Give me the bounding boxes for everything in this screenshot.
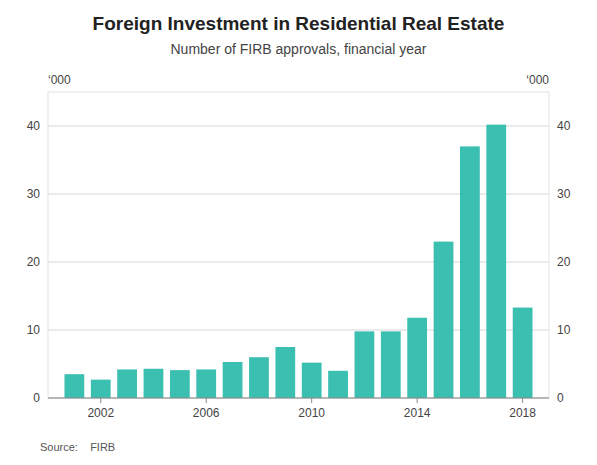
plot-frame <box>48 92 549 398</box>
x-tick-label: 2014 <box>404 406 431 420</box>
y2-tick-label: 40 <box>557 119 571 133</box>
y2-tick-label: 0 <box>557 391 564 405</box>
bar <box>355 331 375 398</box>
bar <box>407 318 427 398</box>
grid-line <box>48 126 549 127</box>
y-tick-label: 20 <box>27 255 41 269</box>
title: Foreign Investment in Residential Real E… <box>93 13 505 34</box>
x-tick-label: 2006 <box>193 406 220 420</box>
bar <box>170 370 190 398</box>
bars <box>64 125 532 398</box>
bar <box>249 357 269 398</box>
bar <box>486 125 506 398</box>
y-tick-label: 10 <box>27 323 41 337</box>
bar <box>91 380 111 398</box>
bar <box>223 362 243 398</box>
x-tick <box>417 398 418 403</box>
x-tick <box>100 398 101 403</box>
x-tick <box>311 398 312 403</box>
y-tick-label: 0 <box>33 391 40 405</box>
chart: Foreign Investment in Residential Real E… <box>0 0 597 465</box>
bar <box>275 347 295 398</box>
x-tick-label: 2002 <box>87 406 114 420</box>
bar <box>434 242 454 398</box>
y2-axis-label: ‘000 <box>526 73 549 87</box>
source: Source: FIRB <box>40 441 115 453</box>
x-tick <box>206 398 207 403</box>
x-tick <box>522 398 523 403</box>
y2-tick-label: 10 <box>557 323 571 337</box>
bar <box>302 363 322 398</box>
bar <box>196 369 216 398</box>
x-tick-label: 2010 <box>298 406 325 420</box>
bar <box>460 146 480 398</box>
y2-tick-label: 30 <box>557 187 571 201</box>
y-tick-label: 40 <box>27 119 41 133</box>
x-tick-label: 2018 <box>509 406 536 420</box>
y-axis-label: ‘000 <box>48 73 71 87</box>
x-axis-line <box>48 398 549 399</box>
y-tick-label: 30 <box>27 187 41 201</box>
grid-line <box>48 398 549 399</box>
y2-tick-label: 20 <box>557 255 571 269</box>
bar <box>513 308 533 398</box>
subtitle: Number of FIRB approvals, financial year <box>171 41 427 57</box>
bar <box>328 371 348 398</box>
bar <box>144 369 164 398</box>
bar <box>64 374 84 398</box>
bar <box>117 369 137 398</box>
bar <box>381 331 401 398</box>
